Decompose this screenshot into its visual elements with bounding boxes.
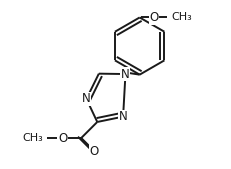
Text: O: O bbox=[149, 11, 158, 24]
Text: N: N bbox=[121, 68, 129, 81]
Text: O: O bbox=[89, 145, 99, 158]
Text: CH₃: CH₃ bbox=[170, 13, 191, 22]
Text: N: N bbox=[118, 110, 127, 123]
Text: N: N bbox=[82, 92, 90, 105]
Text: CH₃: CH₃ bbox=[22, 133, 43, 143]
Text: O: O bbox=[58, 131, 67, 144]
